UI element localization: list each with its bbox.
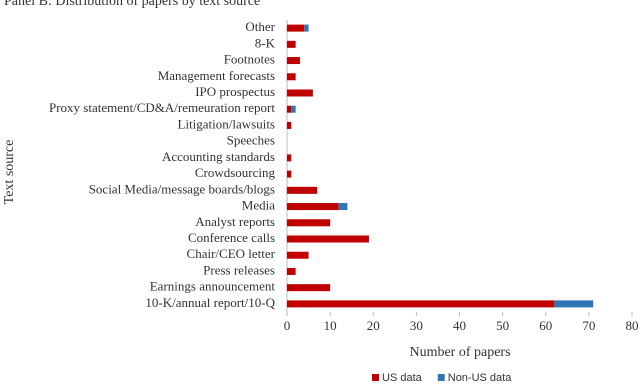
legend: US data Non-US data [372, 372, 512, 384]
y-tick-label: 10-K/annual report/10-Q [145, 295, 275, 310]
y-tick-label: Accounting standards [162, 149, 275, 164]
y-axis-label: Text source [2, 140, 17, 205]
y-tick-label: Other [245, 19, 275, 34]
y-tick-label: 8-K [255, 35, 276, 50]
y-tick-label: Earnings announcement [150, 279, 276, 294]
bar-segment [287, 154, 292, 162]
x-tick-label: 70 [582, 318, 595, 333]
bar-segment [287, 186, 318, 194]
bar-segment [287, 57, 300, 65]
y-tick-label: Proxy statement/CD&A/remeuration report [49, 100, 275, 115]
y-tick-label: IPO prospectus [195, 84, 275, 99]
x-axis-label: Number of papers [409, 345, 510, 360]
bar-segment [304, 24, 309, 32]
bar-segment [287, 267, 296, 275]
y-tick-label: Social Media/message boards/blogs [89, 181, 275, 196]
y-tick-label: Management forecasts [158, 68, 275, 83]
x-tick-label: 0 [284, 318, 291, 333]
y-tick-label: Analyst reports [195, 214, 275, 229]
y-tick-label: Litigation/lawsuits [178, 116, 276, 131]
bar-segment [287, 170, 292, 178]
legend-swatch [437, 374, 445, 381]
y-tick-label: Press releases [203, 262, 275, 277]
y-tick-label: Footnotes [224, 52, 275, 67]
x-tick-label: 60 [539, 318, 552, 333]
bar-segment [291, 105, 296, 113]
bar-segment [287, 251, 309, 259]
bar-segment [287, 284, 331, 292]
bar-segment [554, 300, 594, 308]
bar-segment [287, 105, 292, 113]
y-tick-label: Conference calls [188, 230, 275, 245]
bar-segment [287, 73, 296, 81]
y-tick-label: Media [242, 198, 275, 213]
bar-segment [287, 203, 339, 211]
x-tick-label: 80 [626, 318, 639, 333]
x-tick-label: 10 [324, 318, 337, 333]
bar-segment [287, 24, 305, 32]
bar-segment [287, 300, 555, 308]
y-tick-label: Chair/CEO letter [187, 246, 276, 261]
y-tick-label: Speeches [227, 133, 275, 148]
bar-segment [287, 89, 313, 97]
bar-segment [338, 203, 348, 211]
x-tick-label: 50 [496, 318, 509, 333]
x-tick-label: 40 [453, 318, 466, 333]
bar-segment [287, 121, 292, 129]
bar-segment [287, 235, 369, 243]
legend-label: US data [382, 372, 423, 384]
bar-segment [287, 219, 331, 227]
x-tick-label: 30 [410, 318, 423, 333]
legend-label: Non-US data [448, 372, 512, 384]
x-tick-label: 20 [367, 318, 380, 333]
legend-swatch [372, 374, 379, 381]
y-tick-label: Crowdsourcing [195, 165, 276, 180]
bar-segment [287, 40, 296, 48]
chart-title: Panel B: Distribution of papers by text … [4, 0, 260, 9]
